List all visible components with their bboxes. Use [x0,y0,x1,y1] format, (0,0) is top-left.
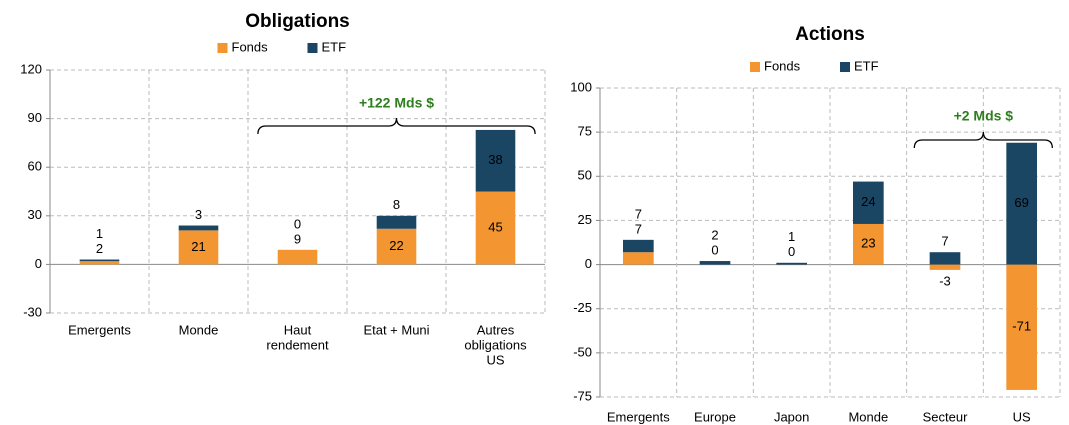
x-tick-label: Japon [774,409,809,424]
x-tick-label: rendement [266,337,329,352]
y-tick-label: 120 [20,61,42,76]
value-label: 2 [711,227,718,242]
x-tick-label: US [1013,409,1031,424]
x-tick-label: Haut [284,322,312,337]
bar-segment [853,181,884,224]
legend-swatch [307,43,318,53]
chart-title: Actions [795,24,865,45]
legend-label: Fonds [764,58,801,73]
y-tick-label: -30 [23,304,42,319]
bar-segment [376,228,417,265]
bar-segment [178,225,219,231]
bar-segment [623,252,654,265]
bar-segment [1006,264,1037,390]
y-tick-label: -50 [573,344,592,359]
y-tick-label: 0 [35,256,42,271]
value-label: 38 [488,152,502,167]
y-tick-label: 25 [578,212,592,227]
value-label: 2 [96,241,103,256]
annotation: +2 Mds $ [954,108,1014,124]
y-tick-label: -25 [573,300,592,315]
y-tick-label: 75 [578,124,592,139]
value-label: 1 [96,226,103,241]
bar-segment [776,262,807,265]
value-label: 45 [488,219,502,234]
legend-label: Fonds [232,39,269,54]
bar-segment [178,230,219,265]
value-label: 7 [635,221,642,236]
value-label: 23 [861,236,875,251]
legend-swatch [750,62,760,72]
x-tick-label: Etat + Muni [363,322,429,337]
bar-segment [475,129,516,192]
bar-segment [376,215,417,229]
legend-label: ETF [322,39,347,54]
value-label: 0 [788,244,795,259]
value-label: -3 [939,273,951,288]
x-tick-label: Autres [477,322,515,337]
chart-title: Obligations [245,11,350,32]
bar-segment [79,261,120,265]
y-tick-label: 50 [578,168,592,183]
value-label: -71 [1012,319,1031,334]
x-tick-label: Monde [848,409,888,424]
value-label: 69 [1014,195,1028,210]
bar-segment [475,191,516,265]
y-tick-label: -75 [573,388,592,403]
value-label: 8 [393,197,400,212]
y-tick-label: 30 [28,207,42,222]
bar-segment [277,249,318,265]
x-tick-label: US [486,352,504,367]
value-label: 22 [389,238,403,253]
bar-segment [699,261,731,265]
x-tick-label: Emergents [607,409,670,424]
value-label: 9 [294,231,301,246]
bar-segment [929,252,961,265]
x-tick-label: Secteur [923,409,968,424]
value-label: 7 [941,234,948,249]
annotation: +122 Mds $ [359,95,434,111]
value-label: 21 [191,239,205,254]
value-label: 0 [711,242,718,257]
brace [913,131,1053,149]
bar-segment [79,259,120,262]
x-tick-label: Europe [694,409,736,424]
bar-segment [623,239,654,253]
legend-swatch [840,62,850,72]
legend-label: ETF [854,58,879,73]
y-tick-label: 90 [28,110,42,125]
x-tick-label: Monde [179,322,219,337]
value-label: 7 [635,206,642,221]
x-tick-label: Emergents [68,322,131,337]
legend-swatch [217,43,228,53]
x-tick-label: obligations [464,337,527,352]
value-label: 0 [294,216,301,231]
value-label: 24 [861,194,875,209]
y-tick-label: 100 [570,79,592,94]
bar-segment [929,264,961,270]
bar-segment [853,223,884,265]
y-tick-label: 0 [585,256,592,271]
value-label: 3 [195,207,202,222]
brace [257,117,536,135]
value-label: 1 [788,229,795,244]
y-tick-label: 60 [28,159,42,174]
bar-segment [1006,142,1037,265]
